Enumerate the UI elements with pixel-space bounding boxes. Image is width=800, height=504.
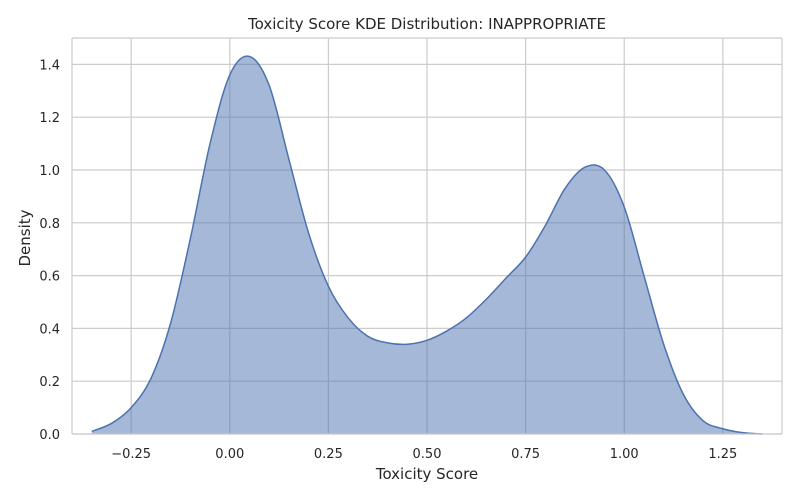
x-tick-label: 1.25 — [708, 447, 737, 462]
y-tick-label: 1.2 — [39, 111, 60, 126]
y-axis-label: Density — [16, 209, 34, 266]
area-layer — [91, 55, 763, 435]
spine-layer — [71, 37, 783, 435]
tick-layer: −0.25 0.00 0.25 0.50 0.75 1.00 1.25 0.0 0.2 0.4 0.… — [39, 58, 737, 462]
x-axis-label: Toxicity Score — [375, 465, 478, 483]
x-tick-label: 1.00 — [610, 447, 639, 462]
y-tick-label: 0.2 — [39, 375, 60, 390]
x-tick-label: 0.75 — [511, 447, 540, 462]
x-tick-label: 0.25 — [314, 447, 343, 462]
kde-curve-line — [91, 55, 763, 435]
kde-area-fill — [91, 56, 763, 434]
y-tick-label: 1.4 — [39, 58, 60, 73]
y-tick-label: 0.0 — [39, 428, 60, 443]
chart-title: Toxicity Score KDE Distribution: INAPPRO… — [247, 15, 606, 33]
y-tick-label: 0.6 — [39, 270, 60, 285]
y-tick-label: 0.8 — [39, 217, 60, 232]
x-tick-label: −0.25 — [111, 447, 151, 462]
x-tick-label: 0.00 — [215, 447, 244, 462]
y-tick-label: 0.4 — [39, 322, 60, 337]
y-tick-label: 1.0 — [39, 164, 60, 179]
x-tick-label: 0.50 — [413, 447, 442, 462]
